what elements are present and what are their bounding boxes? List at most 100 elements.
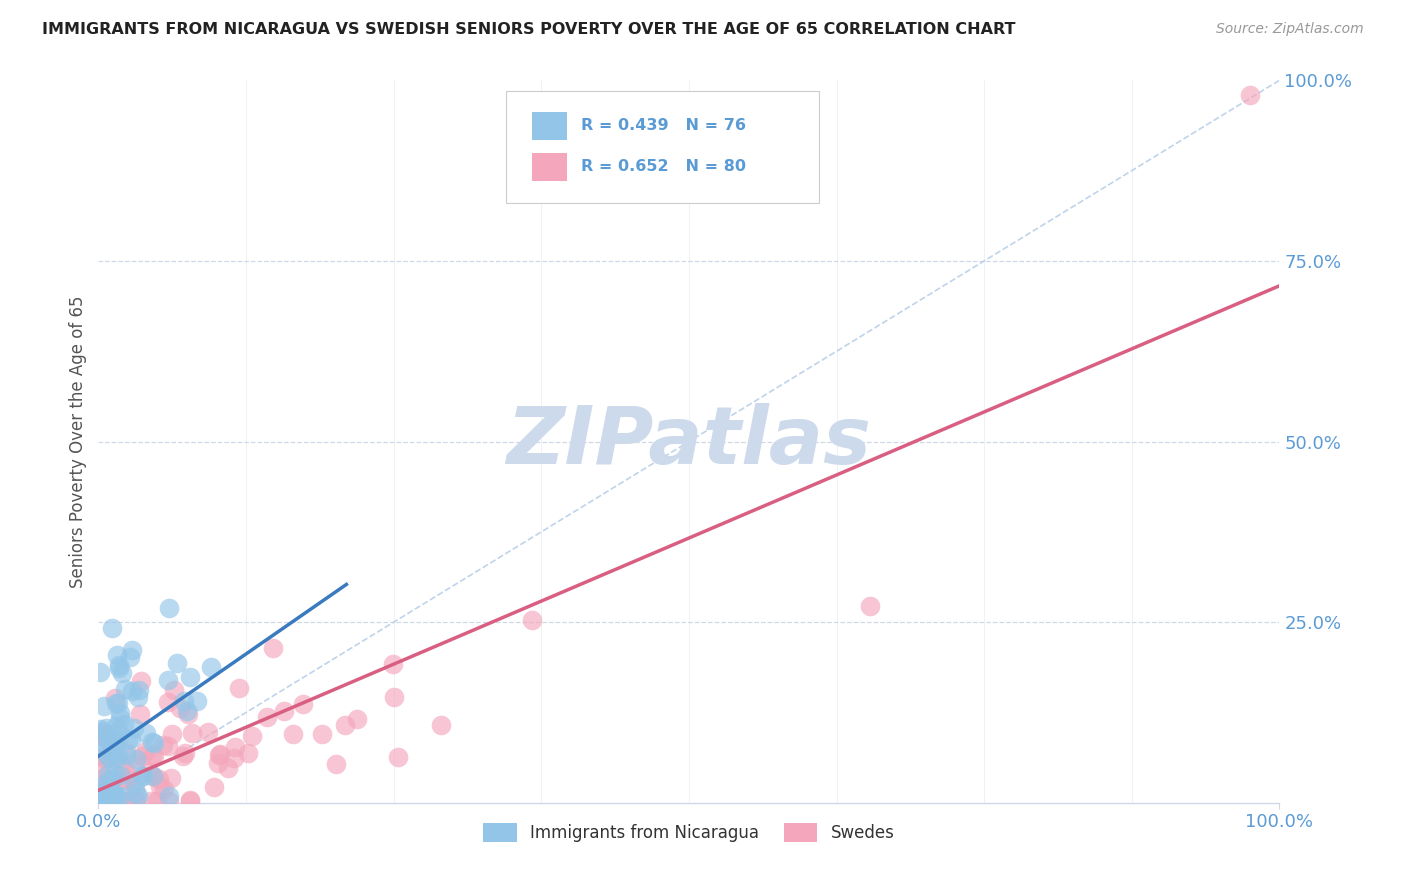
Point (112, 716, 135, 731)
Point (240, 729, 263, 743)
Point (142, 769, 165, 783)
Point (104, 789, 127, 803)
Point (208, 747, 231, 762)
Point (146, 794, 169, 808)
Point (163, 683, 186, 698)
Point (121, 794, 143, 808)
Point (101, 772, 124, 786)
Point (281, 727, 304, 741)
Point (179, 670, 201, 684)
Point (132, 769, 155, 783)
Point (430, 718, 453, 732)
Point (311, 727, 333, 741)
Point (107, 696, 129, 710)
Point (105, 789, 128, 803)
Point (125, 793, 148, 807)
Point (110, 711, 132, 725)
Point (100, 786, 122, 800)
Point (135, 726, 157, 740)
Point (333, 717, 356, 731)
Point (105, 719, 128, 733)
Point (156, 739, 179, 753)
Point (104, 738, 127, 752)
Point (114, 748, 136, 763)
Point (117, 772, 139, 787)
Point (346, 712, 368, 726)
Point (94, 731, 117, 746)
Point (273, 705, 295, 719)
Point (94, 789, 117, 803)
FancyBboxPatch shape (506, 91, 818, 203)
Point (107, 723, 129, 738)
Point (97, 775, 120, 789)
Point (236, 746, 259, 760)
Point (105, 696, 128, 710)
Point (186, 693, 208, 707)
Y-axis label: Seniors Poverty Over the Age of 65: Seniors Poverty Over the Age of 65 (69, 295, 87, 588)
Point (103, 766, 125, 780)
Point (129, 674, 152, 689)
Point (94, 721, 117, 735)
Point (859, 599, 882, 614)
Point (157, 789, 180, 803)
Point (138, 764, 160, 779)
Point (121, 643, 143, 657)
Point (124, 757, 146, 772)
Point (117, 732, 139, 747)
Point (382, 690, 405, 704)
Point (98, 734, 121, 748)
Point (127, 789, 149, 803)
Point (111, 666, 134, 681)
Point (97, 750, 120, 764)
Point (382, 657, 405, 672)
Point (98, 733, 121, 747)
Point (100, 780, 122, 794)
Point (105, 648, 128, 662)
Point (122, 721, 145, 735)
Point (101, 732, 124, 747)
Point (105, 789, 128, 804)
Point (101, 621, 124, 635)
Point (101, 772, 124, 786)
Point (162, 727, 184, 741)
Point (115, 745, 138, 759)
Point (1239, 87, 1261, 102)
Point (157, 673, 180, 687)
Legend: Immigrants from Nicaragua, Swedes: Immigrants from Nicaragua, Swedes (477, 816, 901, 848)
Point (176, 704, 198, 718)
Point (208, 747, 231, 762)
Point (228, 681, 250, 695)
Point (90, 780, 112, 795)
Point (256, 709, 278, 723)
Point (93, 770, 115, 784)
Point (202, 780, 225, 795)
Point (174, 746, 197, 760)
Point (91, 751, 114, 765)
Point (104, 789, 127, 803)
Point (129, 706, 152, 721)
Text: ZIPatlas: ZIPatlas (506, 402, 872, 481)
Point (90, 786, 112, 800)
Text: R = 0.652   N = 80: R = 0.652 N = 80 (582, 160, 747, 175)
Point (148, 772, 170, 786)
Point (90, 787, 112, 801)
Point (110, 789, 132, 803)
Point (141, 735, 163, 749)
Point (166, 656, 188, 670)
Point (104, 690, 127, 705)
Point (101, 728, 124, 742)
Point (108, 756, 131, 770)
Point (181, 725, 204, 739)
Point (97, 789, 120, 803)
Point (114, 761, 136, 775)
Point (89, 728, 111, 742)
Point (90, 794, 112, 808)
Point (117, 794, 139, 808)
Point (93, 699, 115, 714)
Point (103, 787, 125, 801)
Bar (531, 112, 567, 139)
Point (224, 750, 246, 764)
Point (217, 761, 239, 775)
Point (128, 682, 150, 697)
Point (121, 684, 143, 698)
